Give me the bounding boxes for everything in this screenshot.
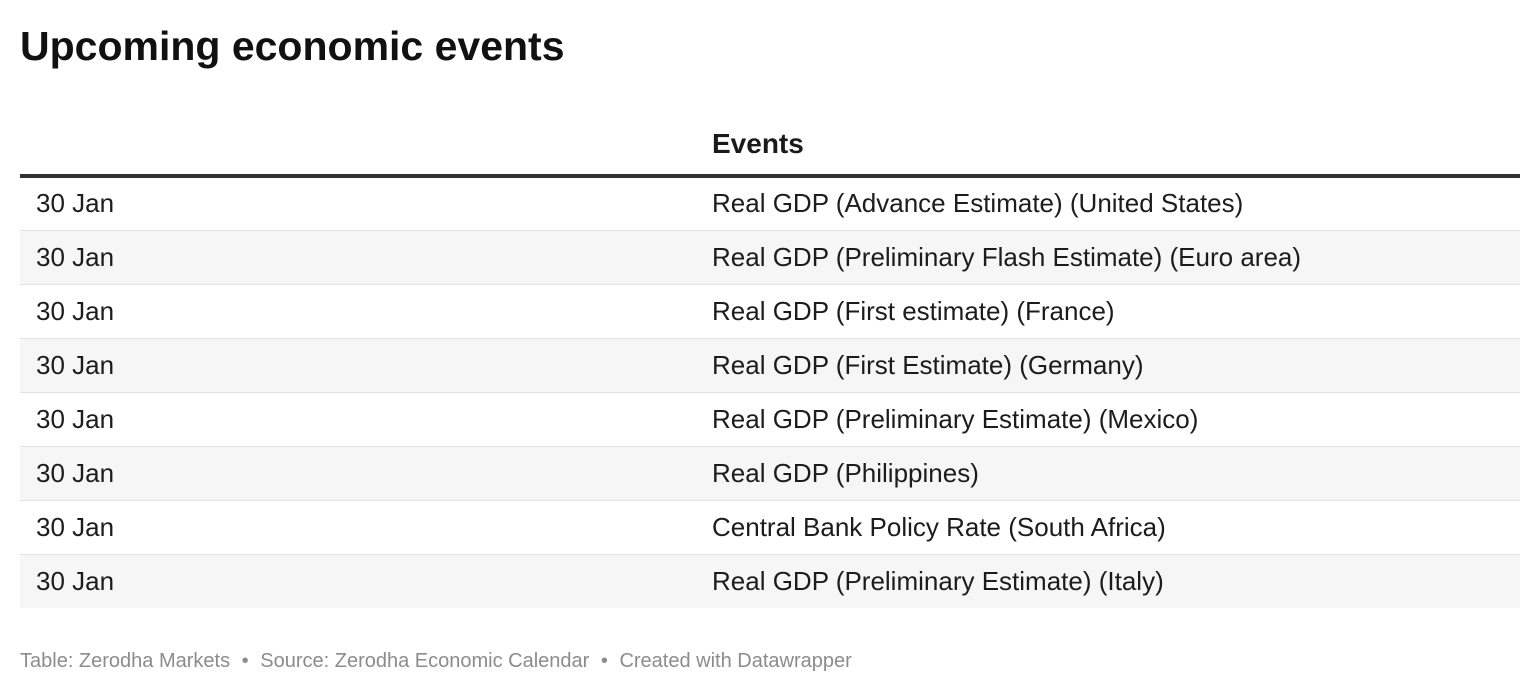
date-cell: 30 Jan — [20, 230, 696, 285]
date-cell: 30 Jan — [20, 392, 696, 447]
table-row: 30 Jan Real GDP (Preliminary Flash Estim… — [20, 230, 1520, 285]
footer-separator: • — [241, 650, 249, 672]
date-cell: 30 Jan — [20, 176, 696, 231]
event-cell: Real GDP (First Estimate) (Germany) — [696, 338, 1520, 393]
table-row: 30 Jan Real GDP (Preliminary Estimate) (… — [20, 554, 1520, 608]
footer-separator: • — [600, 650, 608, 672]
page-title: Upcoming economic events — [20, 23, 565, 69]
event-cell: Real GDP (Philippines) — [696, 446, 1520, 501]
table-row: 30 Jan Real GDP (First Estimate) (German… — [20, 338, 1520, 393]
event-cell: Central Bank Policy Rate (South Africa) — [696, 500, 1520, 555]
event-cell: Real GDP (Advance Estimate) (United Stat… — [696, 176, 1520, 231]
event-cell: Real GDP (First estimate) (France) — [696, 284, 1520, 339]
events-table-container: Events 30 Jan Real GDP (Advance Estimate… — [20, 112, 1520, 608]
event-cell: Real GDP (Preliminary Flash Estimate) (E… — [696, 230, 1520, 285]
created-with-credit: Created with Datawrapper — [619, 650, 852, 672]
date-cell: 30 Jan — [20, 446, 696, 501]
table-footer: Table: Zerodha Markets • Source: Zerodha… — [20, 650, 852, 673]
date-cell: 30 Jan — [20, 500, 696, 555]
table-row: 30 Jan Real GDP (First estimate) (France… — [20, 284, 1520, 339]
column-header-events: Events — [696, 112, 1520, 178]
table-row: 30 Jan Real GDP (Philippines) — [20, 446, 1520, 501]
date-cell: 30 Jan — [20, 554, 696, 608]
table-row: 30 Jan Central Bank Policy Rate (South A… — [20, 500, 1520, 555]
table-credit: Table: Zerodha Markets — [20, 650, 231, 672]
column-header-date — [20, 112, 696, 178]
table-body: 30 Jan Real GDP (Advance Estimate) (Unit… — [20, 176, 1520, 608]
column-header-events-label: Events — [712, 128, 804, 159]
events-table: Events 30 Jan Real GDP (Advance Estimate… — [20, 112, 1520, 608]
table-row: 30 Jan Real GDP (Advance Estimate) (Unit… — [20, 176, 1520, 231]
event-cell: Real GDP (Preliminary Estimate) (Italy) — [696, 554, 1520, 608]
table-header-row: Events — [20, 112, 1520, 178]
event-cell: Real GDP (Preliminary Estimate) (Mexico) — [696, 392, 1520, 447]
date-cell: 30 Jan — [20, 338, 696, 393]
date-cell: 30 Jan — [20, 284, 696, 339]
table-row: 30 Jan Real GDP (Preliminary Estimate) (… — [20, 392, 1520, 447]
source-credit: Source: Zerodha Economic Calendar — [260, 650, 590, 672]
